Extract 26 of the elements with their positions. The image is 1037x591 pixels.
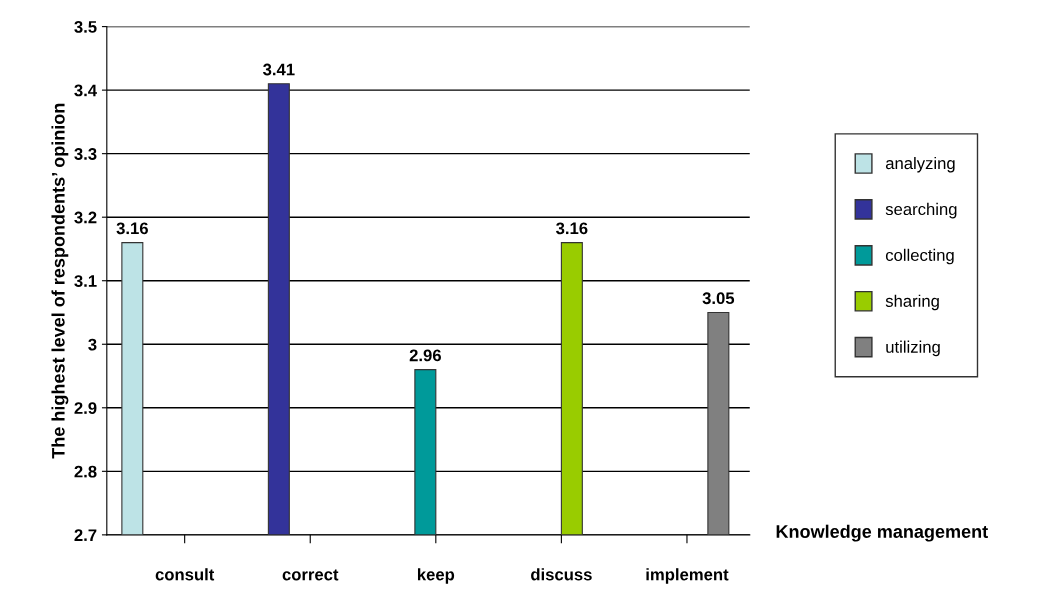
y-tick-label: 2.9 bbox=[74, 402, 97, 414]
data-label: 3.16 bbox=[556, 222, 588, 235]
y-axis-title: The highest level of respondents’ opinion bbox=[51, 103, 69, 459]
legend-label: sharing bbox=[885, 294, 939, 311]
legend-label: utilizing bbox=[886, 340, 940, 357]
y-tick-label: 3.3 bbox=[74, 148, 97, 160]
data-label: 2.96 bbox=[409, 349, 441, 362]
x-tick-label: implement bbox=[646, 568, 729, 584]
data-label: 3.41 bbox=[263, 63, 295, 76]
y-tick-label: 3 bbox=[88, 338, 97, 351]
data-label: 3.16 bbox=[116, 222, 148, 235]
y-tick-label: 3.2 bbox=[74, 211, 97, 224]
legend-label: collecting bbox=[885, 248, 954, 265]
y-tick-label: 3.1 bbox=[74, 275, 97, 287]
y-tick-label: 3.5 bbox=[74, 21, 97, 33]
x-tick-label: consult bbox=[155, 568, 215, 581]
legend-label: analyzing bbox=[885, 156, 955, 173]
data-label: 3.05 bbox=[702, 292, 735, 305]
y-tick-label: 2.8 bbox=[74, 465, 97, 478]
y-tick-label: 2.7 bbox=[74, 529, 97, 541]
x-axis-title: Knowledge management bbox=[776, 524, 988, 542]
x-tick-label: keep bbox=[417, 568, 455, 584]
x-tick-label: correct bbox=[282, 569, 339, 581]
y-tick-label: 3.4 bbox=[74, 84, 97, 97]
legend-label: searching bbox=[885, 202, 957, 219]
x-tick-label: discuss bbox=[531, 568, 592, 581]
